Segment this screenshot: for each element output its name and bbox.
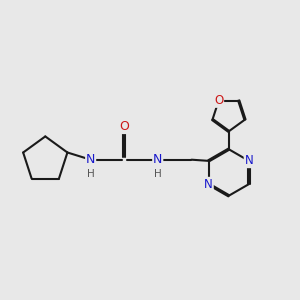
Text: N: N bbox=[86, 153, 95, 166]
Text: O: O bbox=[214, 94, 223, 107]
Text: O: O bbox=[119, 120, 129, 133]
Text: N: N bbox=[244, 154, 253, 167]
Text: H: H bbox=[87, 169, 94, 178]
Text: H: H bbox=[154, 169, 162, 178]
Text: N: N bbox=[204, 178, 213, 190]
Text: N: N bbox=[153, 153, 162, 166]
